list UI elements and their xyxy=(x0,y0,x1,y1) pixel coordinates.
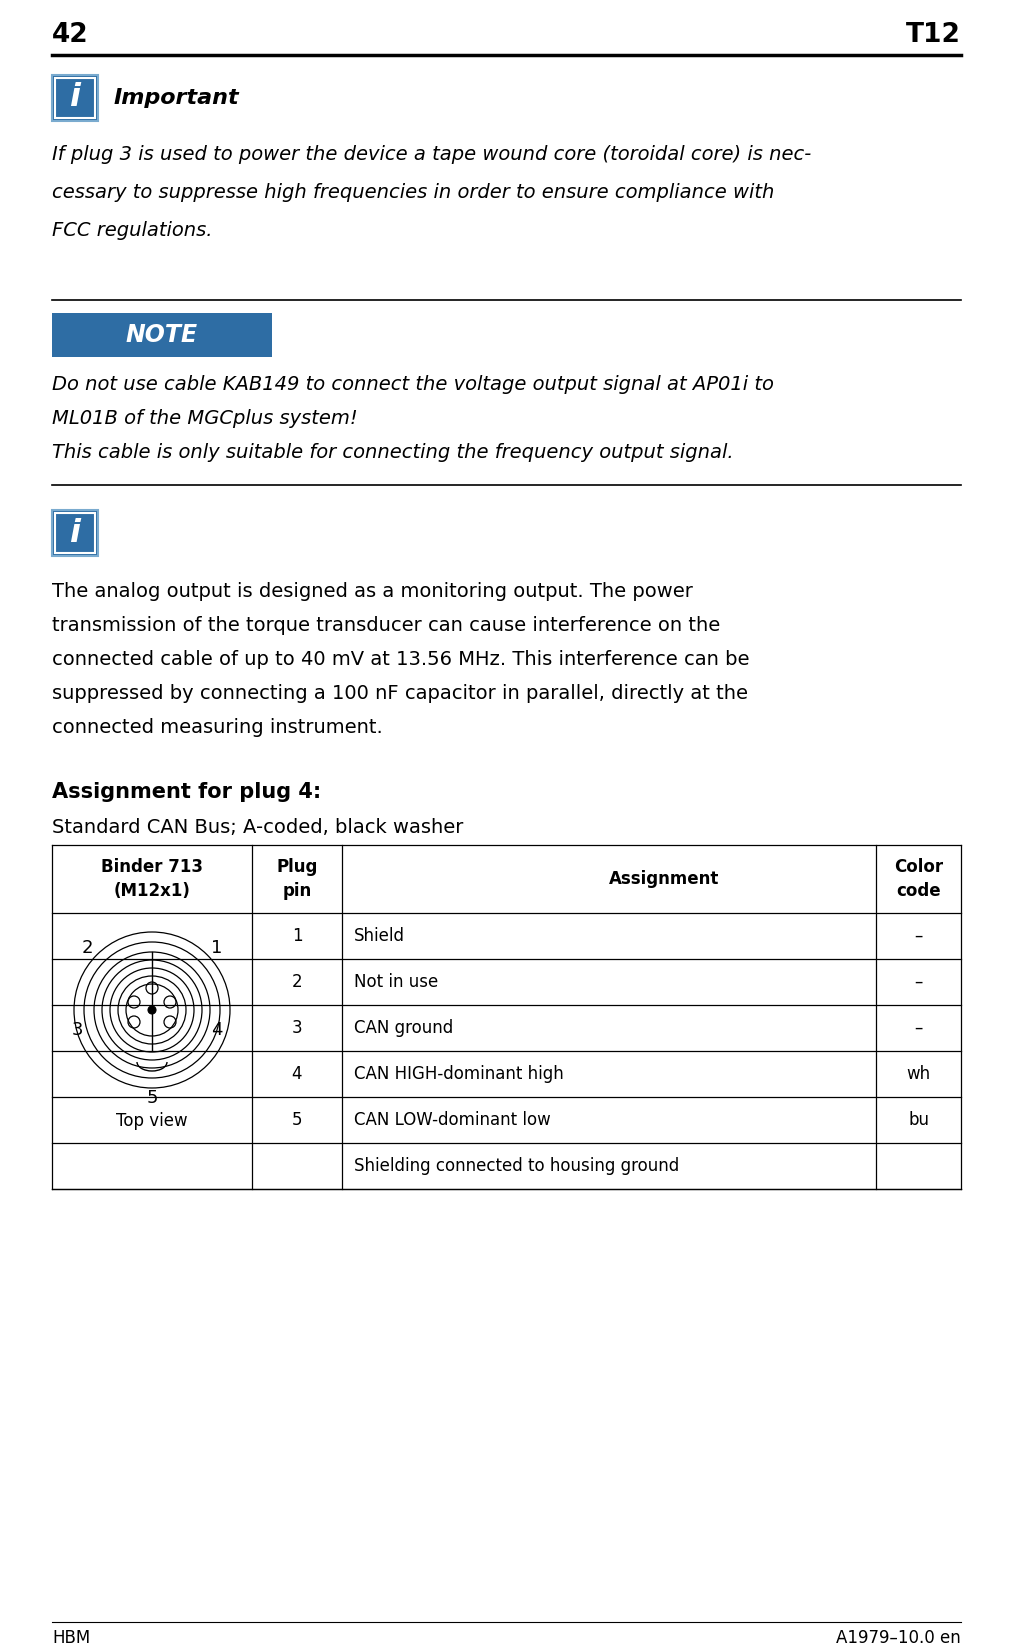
Text: The analog output is designed as a monitoring output. The power: The analog output is designed as a monit… xyxy=(52,582,693,601)
Text: 1: 1 xyxy=(292,927,302,945)
Text: –: – xyxy=(915,927,923,945)
Text: connected cable of up to 40 mV at 13.56 MHz. This interference can be: connected cable of up to 40 mV at 13.56 … xyxy=(52,649,750,669)
Text: NOTE: NOTE xyxy=(126,324,199,347)
Text: HBM: HBM xyxy=(52,1629,90,1647)
Text: 4: 4 xyxy=(292,1066,302,1084)
Circle shape xyxy=(148,1006,156,1014)
Text: i: i xyxy=(70,83,80,114)
Text: Assignment for plug 4:: Assignment for plug 4: xyxy=(52,781,321,801)
Text: Shielding connected to housing ground: Shielding connected to housing ground xyxy=(354,1156,680,1175)
Text: wh: wh xyxy=(907,1066,931,1084)
Text: 5: 5 xyxy=(292,1112,302,1128)
Text: 3: 3 xyxy=(71,1021,83,1039)
Text: suppressed by connecting a 100 nF capacitor in parallel, directly at the: suppressed by connecting a 100 nF capaci… xyxy=(52,684,748,704)
Text: CAN HIGH-dominant high: CAN HIGH-dominant high xyxy=(354,1066,564,1084)
Bar xyxy=(55,78,95,117)
Text: 1: 1 xyxy=(212,938,223,957)
Text: –: – xyxy=(915,1019,923,1037)
Bar xyxy=(55,514,95,553)
Text: Important: Important xyxy=(114,88,240,107)
Text: Binder 713
(M12x1): Binder 713 (M12x1) xyxy=(101,857,203,900)
Text: 4: 4 xyxy=(212,1021,223,1039)
Text: This cable is only suitable for connecting the frequency output signal.: This cable is only suitable for connecti… xyxy=(52,443,733,463)
Text: 3: 3 xyxy=(292,1019,302,1037)
Text: CAN ground: CAN ground xyxy=(354,1019,453,1037)
Text: FCC regulations.: FCC regulations. xyxy=(52,221,213,240)
Bar xyxy=(52,74,98,121)
Text: bu: bu xyxy=(908,1112,929,1128)
Text: –: – xyxy=(915,973,923,991)
Text: Assignment: Assignment xyxy=(609,871,719,889)
Text: CAN LOW-dominant low: CAN LOW-dominant low xyxy=(354,1112,551,1128)
Text: 5: 5 xyxy=(146,1089,158,1107)
Text: Standard CAN Bus; A-coded, black washer: Standard CAN Bus; A-coded, black washer xyxy=(52,818,463,838)
Text: 2: 2 xyxy=(292,973,302,991)
Text: ML01B of the MGCplus system!: ML01B of the MGCplus system! xyxy=(52,410,358,428)
Text: Plug
pin: Plug pin xyxy=(277,857,318,900)
Text: Color
code: Color code xyxy=(893,857,943,900)
Text: 2: 2 xyxy=(81,938,93,957)
Text: Top view: Top view xyxy=(116,1112,187,1130)
Bar xyxy=(52,510,98,557)
Text: cessary to suppresse high frequencies in order to ensure compliance with: cessary to suppresse high frequencies in… xyxy=(52,183,774,202)
Text: A1979–10.0 en: A1979–10.0 en xyxy=(837,1629,961,1647)
Bar xyxy=(52,312,272,357)
Text: 42: 42 xyxy=(52,21,88,48)
Text: Not in use: Not in use xyxy=(354,973,439,991)
Text: i: i xyxy=(70,517,80,548)
Text: T12: T12 xyxy=(906,21,961,48)
Text: Do not use cable KAB149 to connect the voltage output signal at AP01i to: Do not use cable KAB149 to connect the v… xyxy=(52,375,774,393)
Text: Shield: Shield xyxy=(354,927,405,945)
Text: connected measuring instrument.: connected measuring instrument. xyxy=(52,719,383,737)
Text: If plug 3 is used to power the device a tape wound core (toroidal core) is nec-: If plug 3 is used to power the device a … xyxy=(52,145,811,164)
Text: transmission of the torque transducer can cause interference on the: transmission of the torque transducer ca… xyxy=(52,616,720,634)
